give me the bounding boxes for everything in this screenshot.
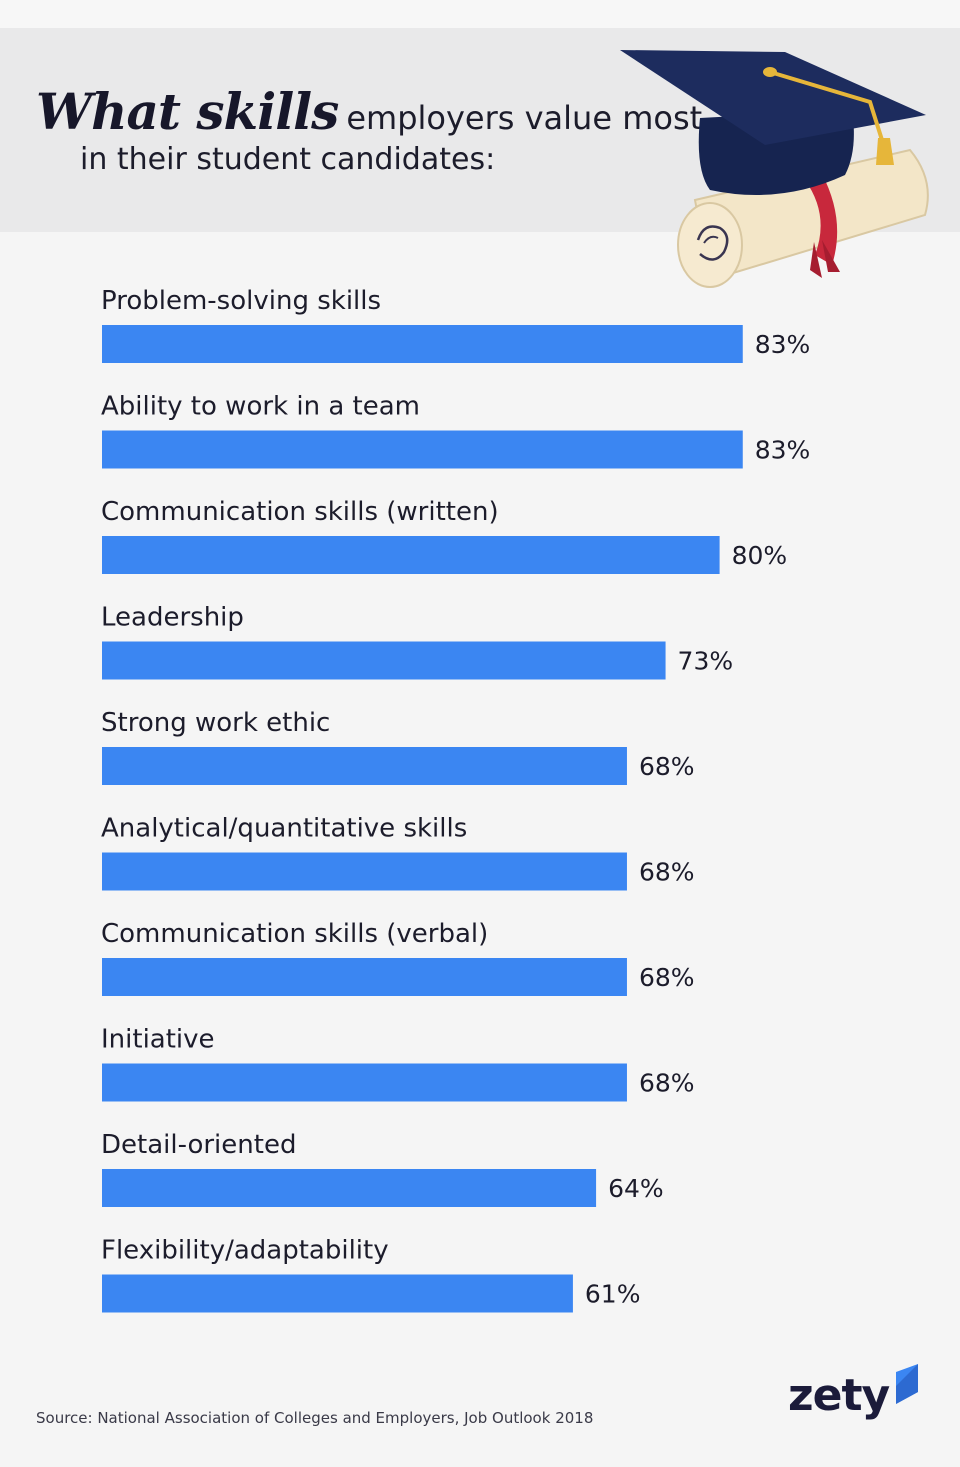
source-note: Source: National Association of Colleges… — [36, 1409, 594, 1427]
category-label: Analytical/quantitative skills — [101, 814, 467, 844]
category-label: Problem-solving skills — [101, 286, 381, 316]
bar — [102, 641, 666, 680]
category-label: Detail-oriented — [101, 1130, 296, 1160]
category-label: Strong work ethic — [101, 708, 330, 738]
title-script: What skills — [36, 82, 339, 141]
value-label: 80% — [732, 541, 788, 570]
category-label: Flexibility/adaptability — [101, 1236, 389, 1266]
category-label: Initiative — [101, 1025, 215, 1055]
bar — [102, 1063, 627, 1102]
category-label: Ability to work in a team — [101, 392, 420, 422]
category-label: Leadership — [101, 603, 244, 633]
category-label: Communication skills (written) — [101, 497, 499, 527]
logo-text: zety — [788, 1370, 890, 1421]
logo-arrow-icon — [896, 1364, 918, 1404]
diploma-scroll-icon — [677, 148, 929, 288]
bar — [102, 1169, 597, 1207]
value-label: 68% — [639, 858, 695, 887]
graduation-illustration — [620, 50, 929, 288]
page-subtitle: in their student candidates: — [80, 142, 496, 177]
value-label: 73% — [678, 647, 734, 676]
page-title: What skills employers value most — [36, 82, 702, 141]
value-label: 68% — [639, 752, 695, 781]
bar — [102, 536, 720, 574]
bar — [102, 1274, 573, 1313]
top-strip — [0, 0, 960, 28]
bar — [102, 325, 743, 363]
value-label: 83% — [755, 330, 811, 359]
bar — [102, 430, 743, 469]
zety-logo: zety — [788, 1362, 928, 1432]
value-label: 64% — [608, 1174, 664, 1203]
category-label: Communication skills (verbal) — [101, 919, 488, 949]
value-label: 68% — [639, 963, 695, 992]
value-label: 68% — [639, 1069, 695, 1098]
graduation-cap-icon — [620, 50, 926, 195]
bar — [102, 958, 627, 996]
bar — [102, 852, 627, 891]
value-label: 61% — [585, 1280, 641, 1309]
bar — [102, 747, 627, 785]
title-rest: employers value most — [346, 99, 703, 137]
value-label: 83% — [755, 436, 811, 465]
